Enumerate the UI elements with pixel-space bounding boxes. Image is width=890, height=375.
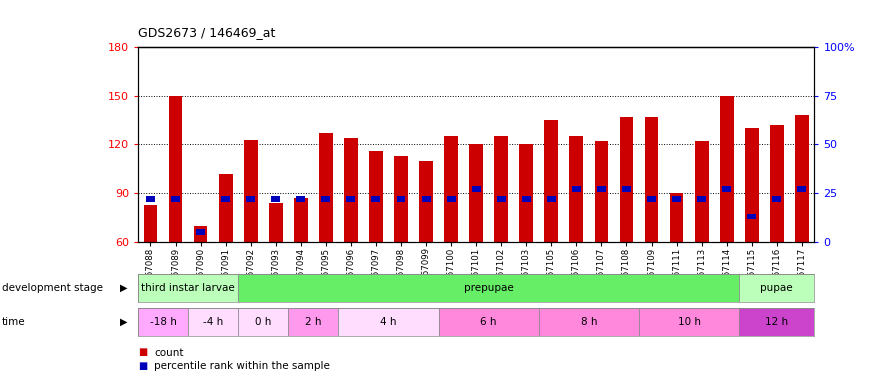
- Bar: [672, 196, 681, 202]
- Text: percentile rank within the sample: percentile rank within the sample: [154, 361, 330, 370]
- Bar: [294, 198, 308, 242]
- Bar: [447, 196, 456, 202]
- Bar: [669, 193, 684, 242]
- Bar: [419, 160, 433, 242]
- Bar: [321, 196, 330, 202]
- Bar: [188, 308, 239, 336]
- Text: prepupae: prepupae: [464, 283, 514, 293]
- Bar: [194, 226, 207, 242]
- Bar: [221, 196, 231, 202]
- Bar: [247, 196, 255, 202]
- Bar: [346, 196, 355, 202]
- Bar: [572, 186, 581, 192]
- Bar: [143, 204, 158, 242]
- Bar: [494, 136, 508, 242]
- Bar: [422, 196, 431, 202]
- Text: 6 h: 6 h: [481, 316, 497, 327]
- Bar: [538, 308, 639, 336]
- Text: 2 h: 2 h: [305, 316, 321, 327]
- Text: development stage: development stage: [2, 283, 102, 293]
- Text: ■: ■: [138, 348, 147, 357]
- Bar: [770, 125, 784, 242]
- Bar: [597, 186, 606, 192]
- Bar: [239, 308, 288, 336]
- Bar: [239, 274, 740, 302]
- Bar: [444, 136, 458, 242]
- Bar: [697, 196, 706, 202]
- Bar: [168, 96, 182, 242]
- Bar: [219, 174, 232, 242]
- Bar: [795, 115, 809, 242]
- Text: -4 h: -4 h: [203, 316, 223, 327]
- Bar: [439, 308, 538, 336]
- Bar: [740, 308, 814, 336]
- Text: -18 h: -18 h: [150, 316, 176, 327]
- Text: 4 h: 4 h: [380, 316, 397, 327]
- Bar: [146, 196, 155, 202]
- Bar: [469, 144, 483, 242]
- Bar: [472, 186, 481, 192]
- Bar: [695, 141, 708, 242]
- Bar: [319, 133, 333, 242]
- Bar: [296, 196, 305, 202]
- Text: ▶: ▶: [120, 283, 127, 293]
- Bar: [171, 196, 180, 202]
- Bar: [344, 138, 358, 242]
- Text: time: time: [2, 316, 26, 327]
- Bar: [722, 186, 732, 192]
- Text: ■: ■: [138, 361, 147, 370]
- Bar: [288, 308, 338, 336]
- Text: GDS2673 / 146469_at: GDS2673 / 146469_at: [138, 26, 275, 39]
- Bar: [546, 196, 555, 202]
- Bar: [138, 274, 239, 302]
- Bar: [619, 117, 634, 242]
- Bar: [570, 136, 583, 242]
- Bar: [545, 120, 558, 242]
- Bar: [271, 196, 280, 202]
- Bar: [520, 144, 533, 242]
- Text: count: count: [154, 348, 183, 357]
- Bar: [595, 141, 608, 242]
- Text: 10 h: 10 h: [677, 316, 700, 327]
- Bar: [371, 196, 380, 202]
- Bar: [244, 140, 257, 242]
- Text: pupae: pupae: [760, 283, 793, 293]
- Bar: [647, 196, 656, 202]
- Bar: [773, 196, 781, 202]
- Bar: [797, 186, 806, 192]
- Bar: [522, 196, 530, 202]
- Text: 12 h: 12 h: [765, 316, 789, 327]
- Text: 8 h: 8 h: [580, 316, 597, 327]
- Bar: [622, 186, 631, 192]
- Bar: [397, 196, 406, 202]
- Bar: [644, 117, 659, 242]
- Bar: [369, 151, 383, 242]
- Bar: [740, 274, 814, 302]
- Text: third instar larvae: third instar larvae: [142, 283, 235, 293]
- Text: 0 h: 0 h: [255, 316, 271, 327]
- Bar: [138, 308, 188, 336]
- Bar: [196, 230, 205, 235]
- Bar: [639, 308, 740, 336]
- Bar: [338, 308, 439, 336]
- Bar: [748, 214, 756, 219]
- Bar: [720, 96, 733, 242]
- Bar: [394, 156, 408, 242]
- Bar: [497, 196, 506, 202]
- Bar: [269, 203, 283, 242]
- Bar: [745, 128, 758, 242]
- Text: ▶: ▶: [120, 316, 127, 327]
